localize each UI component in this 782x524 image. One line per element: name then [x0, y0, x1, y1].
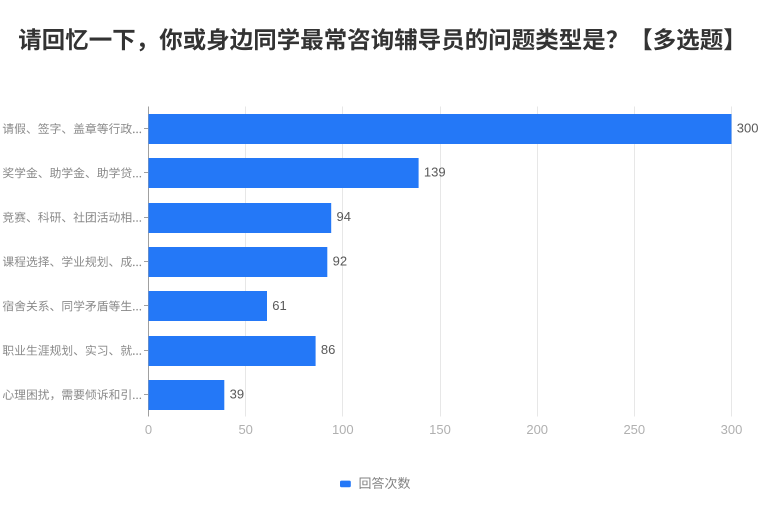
- svg-text:100: 100: [332, 422, 354, 437]
- svg-text:61: 61: [272, 298, 286, 313]
- svg-text:92: 92: [333, 253, 347, 268]
- svg-text:94: 94: [337, 209, 351, 224]
- svg-text:139: 139: [424, 165, 446, 180]
- svg-text:39: 39: [230, 387, 244, 402]
- svg-text:300: 300: [737, 120, 759, 135]
- svg-text:250: 250: [623, 422, 645, 437]
- svg-text:86: 86: [321, 342, 335, 357]
- svg-text:200: 200: [526, 422, 548, 437]
- svg-text:0: 0: [145, 422, 152, 437]
- svg-text:150: 150: [429, 422, 451, 437]
- svg-text:50: 50: [238, 422, 252, 437]
- svg-text:300: 300: [721, 422, 743, 437]
